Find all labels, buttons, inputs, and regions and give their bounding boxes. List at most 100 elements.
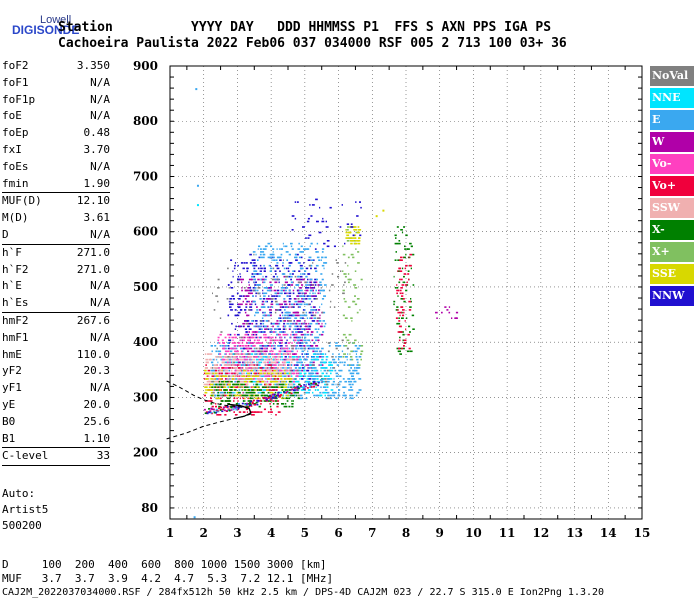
echo-point bbox=[349, 364, 352, 366]
echo-point bbox=[239, 295, 242, 297]
echo-point bbox=[290, 386, 292, 388]
echo-point bbox=[346, 234, 350, 237]
echo-point bbox=[288, 298, 292, 300]
echo-point bbox=[343, 353, 346, 355]
echo-point bbox=[270, 361, 274, 364]
echo-point bbox=[242, 411, 245, 413]
echo-point bbox=[205, 378, 208, 380]
echo-point bbox=[234, 407, 237, 410]
echo-point bbox=[311, 367, 314, 369]
echo-point bbox=[251, 342, 253, 344]
echo-point bbox=[448, 311, 451, 314]
echo-point bbox=[298, 394, 300, 397]
echo-point bbox=[248, 378, 252, 380]
echo-point bbox=[232, 408, 235, 411]
echo-point bbox=[307, 289, 309, 292]
echo-point bbox=[312, 361, 315, 364]
echo-point bbox=[276, 322, 280, 325]
echo-point bbox=[248, 372, 251, 375]
echo-point bbox=[297, 347, 299, 350]
echo-point bbox=[267, 391, 270, 394]
header-row-2: Cachoeira Paulista 2022 Feb06 037 034000… bbox=[58, 36, 567, 51]
echo-point bbox=[258, 339, 260, 342]
echo-point bbox=[218, 378, 220, 380]
echo-point bbox=[314, 278, 317, 281]
x-tick-label: 6 bbox=[334, 526, 342, 540]
param-row: yF1 N/A bbox=[2, 380, 110, 397]
echo-point bbox=[318, 231, 322, 234]
echo-point bbox=[205, 411, 209, 413]
echo-point bbox=[280, 378, 283, 380]
echo-point bbox=[326, 245, 330, 248]
echo-point bbox=[310, 287, 312, 289]
autoscaling-info: Auto: Artist5 500200 bbox=[2, 486, 48, 534]
echo-point bbox=[272, 375, 275, 377]
echo-point bbox=[257, 369, 260, 372]
echo-point bbox=[253, 339, 256, 342]
echo-point bbox=[262, 389, 264, 391]
echo-point bbox=[292, 314, 296, 317]
echo-point bbox=[280, 353, 283, 355]
echo-point bbox=[293, 336, 297, 339]
echo-point bbox=[299, 385, 302, 388]
echo-point bbox=[405, 289, 408, 292]
echo-point bbox=[310, 281, 312, 284]
echo-point bbox=[284, 303, 286, 306]
echo-point bbox=[225, 372, 229, 375]
echo-point bbox=[259, 309, 262, 311]
echo-point bbox=[331, 284, 334, 286]
echo-point bbox=[307, 217, 310, 220]
echo-point bbox=[296, 372, 299, 375]
echo-point bbox=[289, 380, 292, 383]
echo-point bbox=[286, 306, 289, 308]
echo-point bbox=[209, 394, 212, 397]
echo-point bbox=[291, 380, 293, 383]
echo-point bbox=[229, 378, 231, 380]
echo-point bbox=[299, 287, 302, 289]
echo-point bbox=[308, 378, 312, 380]
echo-point bbox=[275, 336, 277, 339]
echo-point bbox=[246, 295, 249, 297]
echo-point bbox=[314, 367, 317, 369]
param-row: D N/A bbox=[2, 227, 110, 244]
echo-point bbox=[215, 350, 218, 353]
echo-point bbox=[329, 306, 331, 308]
echo-point bbox=[229, 306, 232, 308]
echo-point bbox=[293, 394, 296, 397]
echo-point bbox=[324, 256, 327, 259]
echo-point bbox=[441, 311, 443, 314]
echo-point bbox=[278, 395, 281, 397]
echo-point bbox=[282, 358, 284, 361]
echo-point bbox=[317, 358, 320, 361]
echo-point bbox=[270, 303, 274, 306]
echo-point bbox=[403, 256, 406, 259]
echo-point bbox=[343, 361, 346, 364]
echo-point bbox=[311, 242, 313, 245]
echo-point bbox=[218, 386, 220, 388]
echo-point bbox=[240, 303, 243, 306]
echo-point bbox=[294, 387, 297, 390]
echo-point bbox=[315, 347, 319, 350]
echo-point bbox=[239, 309, 242, 311]
echo-point bbox=[296, 361, 298, 364]
echo-point bbox=[251, 361, 253, 364]
echo-point bbox=[300, 397, 304, 400]
echo-point bbox=[314, 383, 317, 385]
echo-point bbox=[294, 298, 297, 300]
echo-point bbox=[294, 217, 297, 220]
echo-point bbox=[238, 298, 241, 300]
echo-point bbox=[228, 300, 230, 303]
echo-point bbox=[329, 206, 332, 209]
echo-point bbox=[271, 295, 274, 297]
echo-point bbox=[242, 295, 245, 297]
echo-point bbox=[238, 345, 241, 347]
echo-point bbox=[290, 278, 292, 281]
header-row-1: Station YYYY DAY DDD HHMMSS P1 FFS S AXN… bbox=[58, 20, 552, 35]
echo-point bbox=[262, 322, 265, 325]
echo-point bbox=[320, 386, 322, 388]
echo-point bbox=[305, 339, 307, 342]
echo-point bbox=[286, 375, 289, 377]
echo-point bbox=[272, 322, 275, 325]
echo-point bbox=[252, 411, 256, 413]
echo-point bbox=[224, 414, 227, 416]
